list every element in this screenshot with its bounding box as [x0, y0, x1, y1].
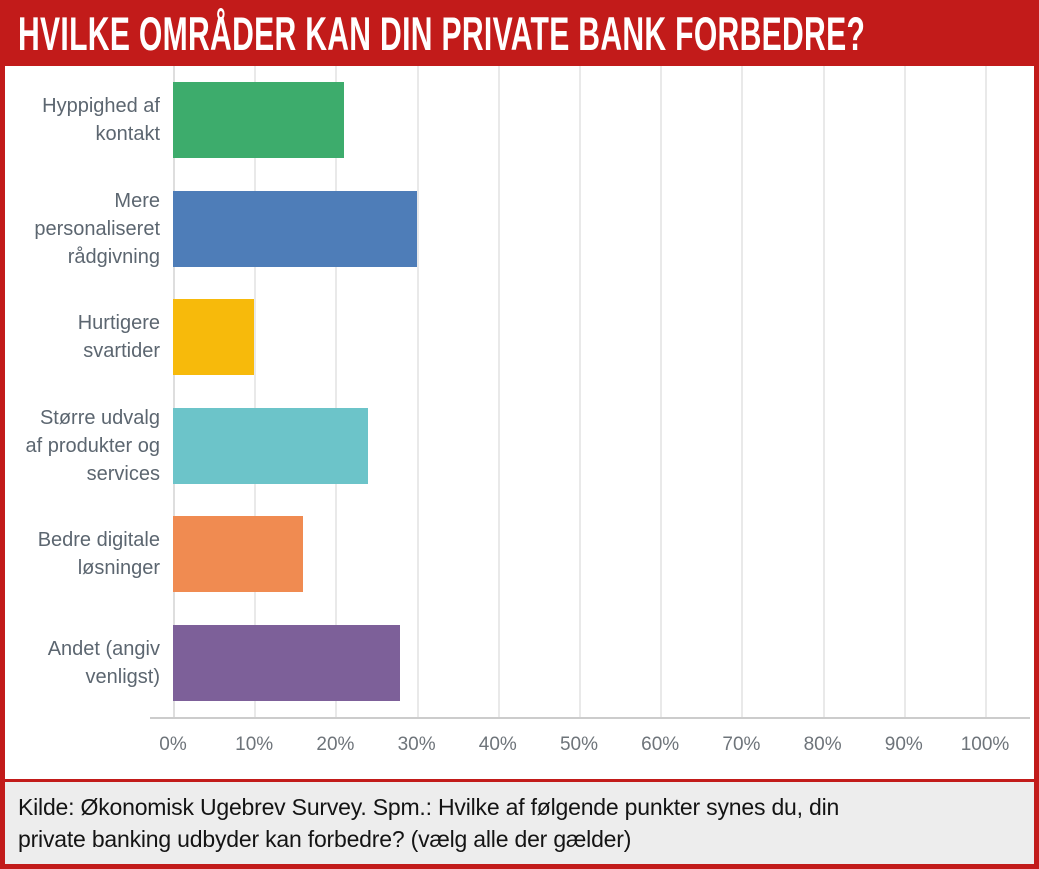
bar-track [173, 392, 1034, 501]
x-tick-label: 100% [960, 734, 1010, 755]
bar [173, 407, 368, 484]
gridline [741, 66, 744, 717]
bar [173, 624, 401, 701]
gridline [497, 66, 500, 717]
bar-track [173, 609, 1034, 718]
source-line-1: Kilde: Økonomisk Ugebrev Survey. Spm.: H… [18, 794, 840, 820]
gridline [579, 66, 581, 717]
gridline [173, 66, 175, 717]
chart-row: Større udvalg af produkter og services [5, 392, 1034, 501]
chart-row: Hurtigere svartider [5, 283, 1034, 392]
gridline [416, 66, 419, 717]
gridline [822, 66, 825, 717]
category-label: Andet (angiv venligst) [47, 637, 160, 688]
gridline [985, 66, 987, 717]
bar-track [173, 175, 1034, 284]
bar [173, 190, 417, 267]
x-tick-label: 50% [559, 734, 599, 755]
bar-track [173, 500, 1034, 609]
bar-rows: Hyppighed af kontakt Mere personaliseret … [5, 66, 1034, 717]
chart-row: Bedre digitale løsninger [5, 500, 1034, 609]
x-tick-label: 40% [478, 734, 517, 755]
x-tick-label: 80% [803, 734, 842, 755]
chart-row: Hyppighed af kontakt [5, 66, 1034, 175]
x-tick-label: 90% [884, 734, 923, 755]
category-label: Mere personaliseret rådgivning [34, 189, 160, 268]
category-label: Større udvalg af produkter og services [25, 406, 160, 485]
chart-row: Mere personaliseret rådgivning [5, 175, 1034, 284]
bar [173, 82, 344, 159]
x-tick-label: 20% [316, 734, 355, 755]
category-label: Hurtigere svartider [77, 312, 160, 363]
bar-track [173, 283, 1034, 392]
gridline [903, 66, 906, 717]
source-note: Kilde: Økonomisk Ugebrev Survey. Spm.: H… [5, 779, 1034, 864]
x-tick-label: 0% [159, 734, 187, 755]
bar-track [173, 66, 1034, 175]
category-label: Hyppighed af kontakt [42, 95, 160, 146]
page-title: HVILKE OMRÅDER KAN DIN PRIVATE BANK FORB… [18, 6, 866, 60]
bar [173, 299, 255, 376]
x-axis-tick-labels: 0% 10% 20% 30% 40% 50% 60% 70% 80% 90% 100% [159, 734, 1034, 774]
chart-row: Andet (angiv venligst) [5, 609, 1034, 718]
bar-chart: Hyppighed af kontakt Mere personaliseret … [5, 66, 1034, 779]
gridline [254, 66, 257, 717]
x-tick-label: 30% [397, 734, 436, 755]
category-label: Bedre digitale løsninger [37, 529, 160, 580]
x-tick-label: 10% [235, 734, 274, 755]
x-tick-label: 70% [722, 734, 761, 755]
x-tick-label: 60% [641, 734, 680, 755]
x-axis-line [150, 717, 1030, 719]
gridline [660, 66, 663, 717]
source-line-2: private banking udbyder kan forbedre? (v… [18, 826, 632, 852]
bar [173, 516, 303, 593]
gridline [335, 66, 338, 717]
title-bar: HVILKE OMRÅDER KAN DIN PRIVATE BANK FORB… [5, 0, 1034, 66]
plot-gridlines [173, 66, 1034, 717]
